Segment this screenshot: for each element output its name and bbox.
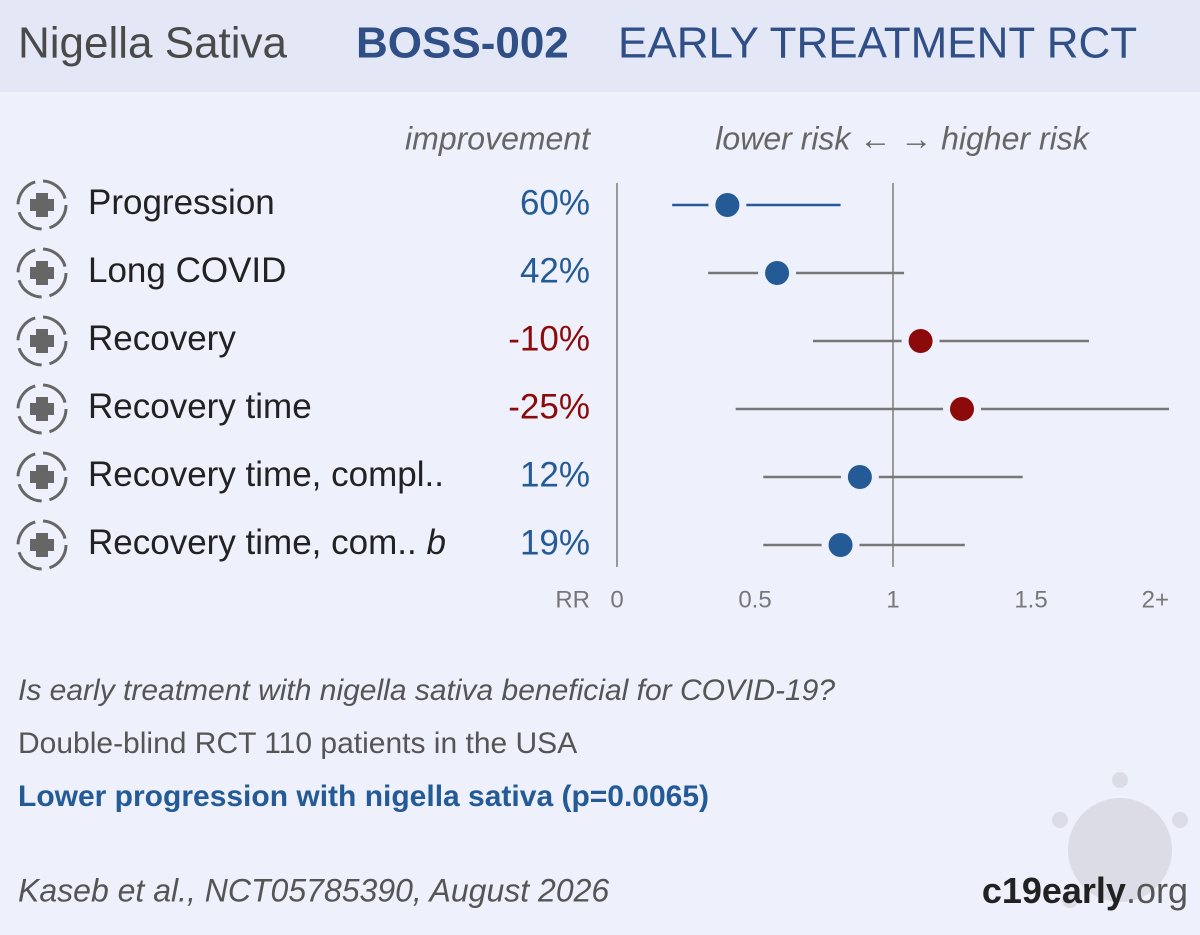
x-axis-label: RR [555,586,590,613]
site-bold: c19early [982,870,1126,911]
row-note: b [426,523,445,562]
subtitle: EARLY TREATMENT RCT [618,19,1137,68]
improvement-label: 19% [520,523,590,562]
x-tick-label: 1.5 [1014,586,1047,613]
trial-name: BOSS-002 [356,19,569,68]
icon-ring [16,451,68,503]
x-tick-label: 0 [610,586,623,613]
row-label: Progression [88,183,275,222]
site-name: c19early.org [982,870,1188,911]
icon-ring [16,383,68,435]
improvement-label: -25% [508,387,590,426]
row-label: Recovery [88,319,236,358]
row-label: Recovery time, compl.. [88,455,444,494]
point-estimate [715,193,740,217]
improvement-label: 42% [520,251,590,290]
row-label: Long COVID [88,251,286,290]
icon-cross [30,329,54,353]
row-icon [16,247,68,299]
row-name: Recovery time, compl.. [88,455,444,494]
x-tick-label: 1 [886,586,899,613]
point-estimate [908,329,933,353]
citation: Kaseb et al., NCT05785390, August 2026 [18,872,609,908]
improvement-label: -10% [508,319,590,358]
x-tick-label: 2+ [1142,586,1169,613]
site-rest: .org [1126,870,1188,911]
point-estimate [765,261,790,285]
x-tick-label: 0.5 [738,586,771,613]
row-icon [16,383,68,435]
icon-cross [30,261,54,285]
row-name: Progression [88,183,275,222]
improvement-header: improvement [405,120,591,156]
row-icon [16,519,68,571]
icon-ring [16,519,68,571]
row-name: Long COVID [88,251,286,290]
title: Nigella Sativa [18,19,288,68]
icon-ring [16,247,68,299]
point-estimate [847,465,872,489]
point-estimate [950,397,974,421]
row-label: Recovery time, com.. b [88,523,446,562]
row-name: Recovery time, com.. [88,523,417,562]
row-icon [16,451,68,503]
icon-cross [30,397,54,421]
row-label: Recovery time [88,387,312,426]
virus-decoration [1052,772,1188,908]
improvement-label: 60% [520,183,590,222]
row-name: Recovery [88,319,236,358]
icon-cross [30,533,54,557]
direction-header: lower risk ← → higher risk [715,120,1090,156]
icon-ring [16,179,68,231]
header-band [0,0,1200,92]
row-name: Recovery time [88,387,312,426]
icon-cross [30,465,54,489]
improvement-label: 12% [520,455,590,494]
row-icon [16,315,68,367]
icon-ring [16,315,68,367]
point-estimate [828,533,853,557]
design: Double-blind RCT 110 patients in the USA [18,727,577,760]
question: Is early treatment with nigella sativa b… [18,674,835,707]
icon-cross [30,193,54,217]
row-icon [16,179,68,231]
conclusion: Lower progression with nigella sativa (p… [18,780,709,813]
